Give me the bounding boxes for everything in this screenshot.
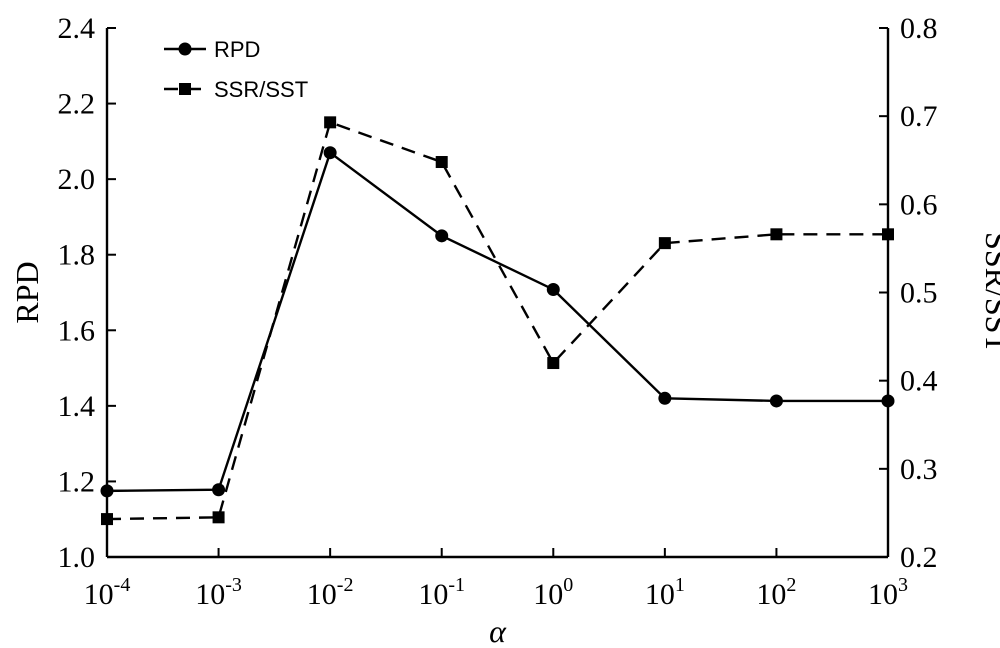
data-point-rpd	[100, 484, 114, 498]
legend-label-rpd: RPD	[214, 37, 260, 62]
series-rpd	[100, 146, 895, 498]
data-point-ssr-sst	[435, 156, 448, 169]
right-y-tick-label: 0.2	[900, 541, 938, 574]
right-y-tick-label: 0.8	[900, 12, 938, 45]
right-y-tick-label: 0.4	[900, 365, 938, 398]
data-point-rpd	[881, 394, 895, 408]
x-tick-exponent: 2	[786, 574, 796, 596]
data-point-ssr-sst	[882, 228, 894, 241]
x-tick-label: 102	[756, 574, 796, 611]
x-tick-label: 10-1	[418, 574, 465, 611]
legend-item-rpd: RPD	[164, 37, 260, 62]
x-tick-base: 10	[756, 578, 786, 611]
x-tick-exponent: -3	[225, 574, 242, 596]
legend-label-ssr-sst: SSR/SST	[214, 77, 308, 102]
left-y-tick-label: 1.2	[58, 465, 96, 498]
x-tick-label: 10-3	[195, 574, 242, 611]
x-tick-exponent: -2	[337, 574, 354, 596]
x-tick-exponent: -4	[114, 574, 131, 596]
data-point-rpd	[323, 146, 337, 160]
left-y-tick-label: 1.0	[58, 541, 96, 574]
x-tick-label: 103	[868, 574, 908, 611]
data-point-rpd	[546, 282, 560, 296]
left-y-tick-label: 1.8	[58, 239, 96, 272]
data-point-ssr-sst	[324, 116, 337, 129]
data-point-rpd	[212, 483, 226, 497]
x-tick-exponent: 3	[898, 574, 908, 596]
left-y-tick-label: 1.4	[58, 390, 96, 423]
series-ssr-sst	[101, 116, 894, 526]
series-line-ssr-sst	[106, 120, 888, 521]
right-y-tick-label: 0.6	[900, 188, 938, 221]
right-y-tick-label: 0.7	[900, 100, 938, 133]
data-point-ssr-sst	[658, 237, 671, 250]
x-tick-label: 10-4	[84, 574, 131, 611]
data-point-ssr-sst	[101, 513, 113, 526]
data-point-ssr-sst	[770, 228, 783, 241]
left-y-tick-label: 2.2	[58, 88, 96, 121]
x-tick-base: 10	[645, 578, 675, 611]
data-point-rpd	[435, 229, 449, 243]
legend-item-ssr-sst: SSR/SST	[164, 77, 308, 102]
x-tick-base: 10	[533, 578, 563, 611]
right-y-tick-label: 0.3	[900, 453, 938, 486]
legend: RPD SSR/SST	[164, 37, 308, 102]
series-line-rpd	[106, 150, 888, 493]
x-tick-base: 10	[195, 578, 225, 611]
left-y-tick-label: 2.0	[58, 163, 96, 196]
left-y-tick-label: 2.4	[58, 12, 96, 45]
left-y-tick-label: 1.6	[58, 314, 96, 347]
left-y-axis-title: RPD	[9, 261, 45, 323]
right-y-axis-title: SSR/SST	[979, 232, 1000, 353]
x-tick-label: 100	[533, 574, 573, 611]
x-tick-base: 10	[418, 578, 448, 611]
axes: 1.0 1.2 1.4 1.6 1.8 2.0 2.2 2.4 0.2 0.3 0.4 0.5 0.6 0…	[9, 12, 1000, 648]
x-tick-base: 10	[868, 578, 898, 611]
data-point-ssr-sst	[547, 357, 560, 370]
x-tick-label: 101	[645, 574, 685, 611]
x-tick-exponent: -1	[448, 574, 465, 596]
series-layer	[100, 116, 895, 526]
right-y-tick-label: 0.5	[900, 277, 938, 310]
x-tick-label: 10-2	[307, 574, 354, 611]
legend-marker-ssr-sst	[179, 83, 191, 95]
data-point-rpd	[658, 391, 672, 405]
x-axis-title: α	[489, 613, 507, 648]
data-point-rpd	[769, 394, 783, 408]
x-tick-base: 10	[307, 578, 337, 611]
data-point-ssr-sst	[212, 511, 225, 524]
x-tick-exponent: 1	[675, 574, 685, 596]
x-tick-exponent: 0	[563, 574, 573, 596]
x-tick-base: 10	[84, 578, 114, 611]
legend-marker-rpd	[178, 42, 192, 56]
